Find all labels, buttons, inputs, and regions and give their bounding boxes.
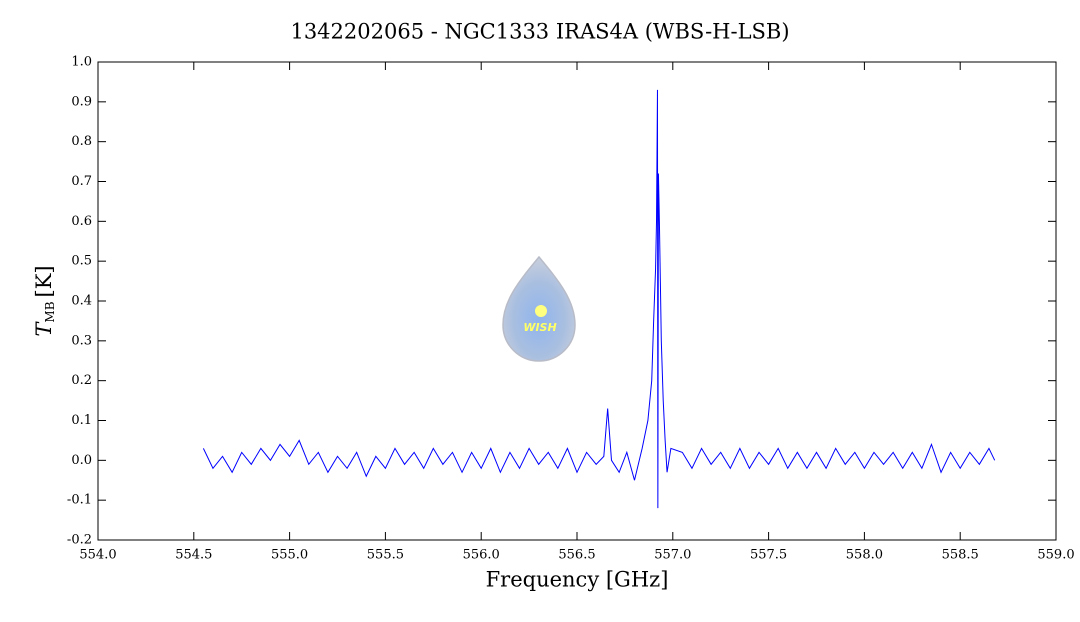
y-tick-label: 1.0	[71, 55, 92, 70]
y-tick-label: 0.5	[71, 254, 92, 269]
x-tick-label: 555.5	[367, 548, 404, 563]
x-tick-label: 558.0	[846, 548, 883, 563]
y-tick-label: 0.6	[71, 214, 92, 229]
logo: WISH	[502, 255, 576, 362]
chart-title: 1342202065 - NGC1333 IRAS4A (WBS-H-LSB)	[290, 20, 789, 44]
x-tick-label: 557.5	[750, 548, 787, 563]
y-tick-label: 0.4	[71, 294, 92, 309]
x-tick-label: 554.5	[175, 548, 212, 563]
y-label-unit: [K]	[32, 265, 56, 297]
y-label-symbol: T	[32, 321, 56, 337]
y-tick-label: -0.1	[67, 493, 92, 508]
y-tick-label: 0.8	[71, 134, 92, 149]
y-tick-label: 0.7	[71, 174, 92, 189]
spectrum-line	[202, 89, 996, 509]
x-axis-label: Frequency [GHz]	[486, 568, 669, 592]
y-tick-label: -0.2	[67, 533, 92, 548]
x-tick-label: 558.5	[942, 548, 979, 563]
x-tick-label: 556.0	[463, 548, 500, 563]
logo-text: WISH	[523, 321, 556, 334]
x-tick-label: 556.5	[558, 548, 595, 563]
x-tick-label: 554.0	[79, 548, 116, 563]
x-tick-label: 557.0	[654, 548, 691, 563]
plot-frame	[97, 61, 1057, 541]
y-tick-label: 0.2	[71, 373, 92, 388]
y-label-subscript: MB	[43, 301, 57, 322]
y-tick-label: 0.3	[71, 333, 92, 348]
y-tick-label: 0.9	[71, 94, 92, 109]
y-tick-label: 0.1	[71, 413, 92, 428]
y-label: TMB [K]	[32, 265, 57, 336]
x-tick-label: 559.0	[1037, 548, 1074, 563]
x-tick-label: 555.0	[271, 548, 308, 563]
y-axis-label: TMB [K]	[32, 265, 57, 336]
y-tick-label: 0.0	[71, 453, 92, 468]
